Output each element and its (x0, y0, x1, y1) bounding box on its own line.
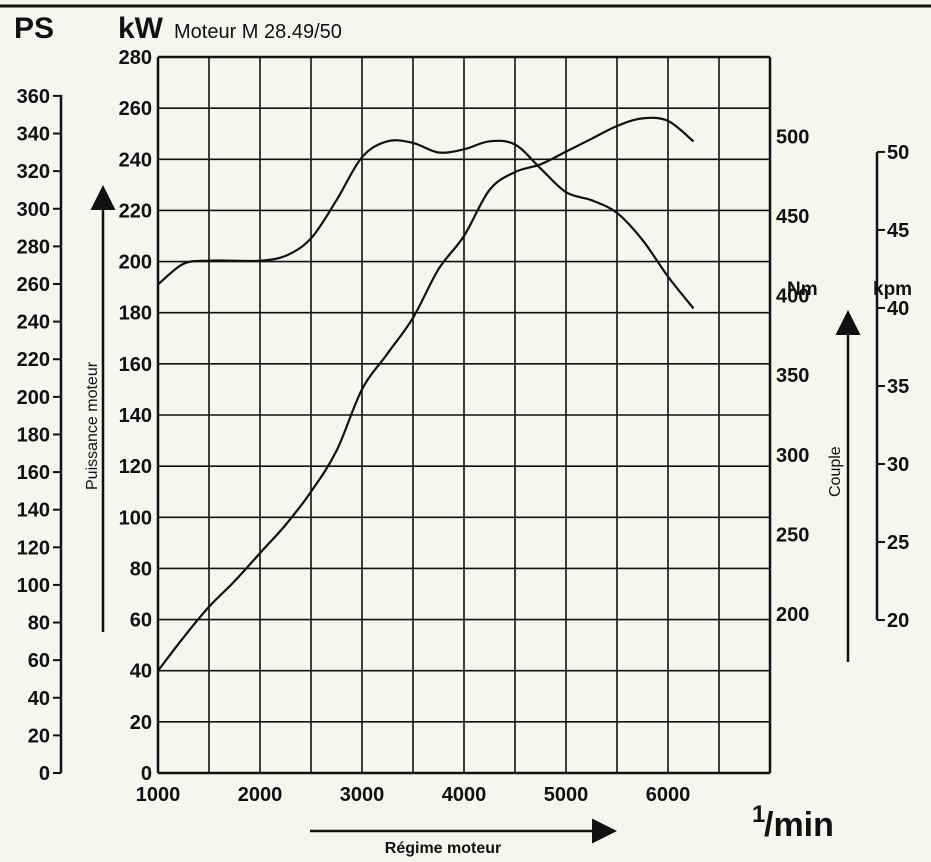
nm-tick-label: 250 (776, 524, 809, 546)
kw-tick-label: 220 (119, 200, 152, 222)
nm-unit-label: Nm (787, 279, 818, 300)
x-unit-denominator: /min (764, 806, 834, 844)
ps-tick-label: 100 (17, 575, 50, 597)
kpm-tick-label: 20 (887, 610, 909, 632)
x-axis-label: Régime moteur (385, 840, 501, 857)
ps-tick-label: 20 (28, 725, 50, 747)
x-tick-label: 1000 (136, 784, 181, 806)
kw-tick-label: 100 (119, 507, 152, 529)
torque-axis-label: Couple (827, 446, 844, 497)
kpm-tick-label: 45 (887, 220, 909, 242)
x-unit-numerator: 1 (752, 801, 765, 828)
kpm-tick-label: 35 (887, 376, 909, 398)
axes (53, 94, 885, 774)
power-curve (157, 116, 695, 672)
kw-unit-header: kW (118, 12, 164, 45)
x-tick-label: 6000 (646, 784, 691, 806)
kw-tick-label: 80 (130, 558, 152, 580)
series-lines (157, 116, 695, 672)
x-tick-label: 4000 (442, 784, 487, 806)
kw-tick-label: 180 (119, 303, 152, 325)
kw-tick-label: 240 (119, 149, 152, 171)
ps-tick-label: 240 (17, 312, 50, 334)
kw-tick-label: 120 (119, 456, 152, 478)
kpm-unit-label: kpm (873, 279, 912, 300)
kpm-tick-label: 25 (887, 532, 909, 554)
ps-tick-label: 340 (17, 124, 50, 146)
nm-tick-label: 350 (776, 365, 809, 387)
ps-tick-label: 300 (17, 199, 50, 221)
kpm-tick-label: 30 (887, 454, 909, 476)
ps-tick-label: 360 (17, 86, 50, 108)
ps-tick-label: 80 (28, 613, 50, 635)
kpm-tick-label: 40 (887, 298, 909, 320)
power-axis-label: Puissance moteur (84, 361, 101, 490)
kw-tick-label: 200 (119, 252, 152, 274)
kw-tick-label: 140 (119, 405, 152, 427)
nm-tick-label: 200 (776, 604, 809, 626)
ps-tick-label: 160 (17, 462, 50, 484)
kw-tick-label: 40 (130, 661, 152, 683)
grid (156, 55, 772, 775)
ps-tick-label: 40 (28, 688, 50, 710)
torque-curve (157, 139, 695, 310)
x-tick-label: 5000 (544, 784, 589, 806)
x-tick-label: 2000 (238, 784, 283, 806)
kw-tick-label: 260 (119, 98, 152, 120)
ps-tick-label: 260 (17, 274, 50, 296)
kw-tick-label: 20 (130, 712, 152, 734)
nm-tick-label: 400 (776, 286, 809, 308)
ps-tick-label: 140 (17, 500, 50, 522)
x-tick-label: 3000 (340, 784, 385, 806)
tick-labels: 0 20 40 60 80 100 120 140 160 180 200 220 240 260 280 0… (17, 47, 910, 806)
ps-tick-label: 180 (17, 424, 50, 446)
ps-tick-label: 320 (17, 161, 50, 183)
ps-tick-label: 200 (17, 387, 50, 409)
nm-tick-label: 300 (776, 445, 809, 467)
ps-tick-label: 0 (39, 763, 50, 785)
kw-tick-label: 0 (141, 763, 152, 785)
kw-tick-label: 160 (119, 354, 152, 376)
ps-unit-header: PS (14, 12, 54, 45)
ps-tick-label: 220 (17, 349, 50, 371)
kw-tick-label: 60 (130, 610, 152, 632)
nm-tick-label: 450 (776, 206, 809, 228)
kw-tick-label: 280 (119, 47, 152, 69)
nm-tick-label: 500 (776, 127, 809, 149)
engine-title: Moteur M 28.49/50 (174, 21, 342, 43)
ps-tick-label: 120 (17, 537, 50, 559)
ps-tick-label: 280 (17, 236, 50, 258)
ps-tick-label: 60 (28, 650, 50, 672)
kpm-tick-label: 50 (887, 142, 909, 164)
